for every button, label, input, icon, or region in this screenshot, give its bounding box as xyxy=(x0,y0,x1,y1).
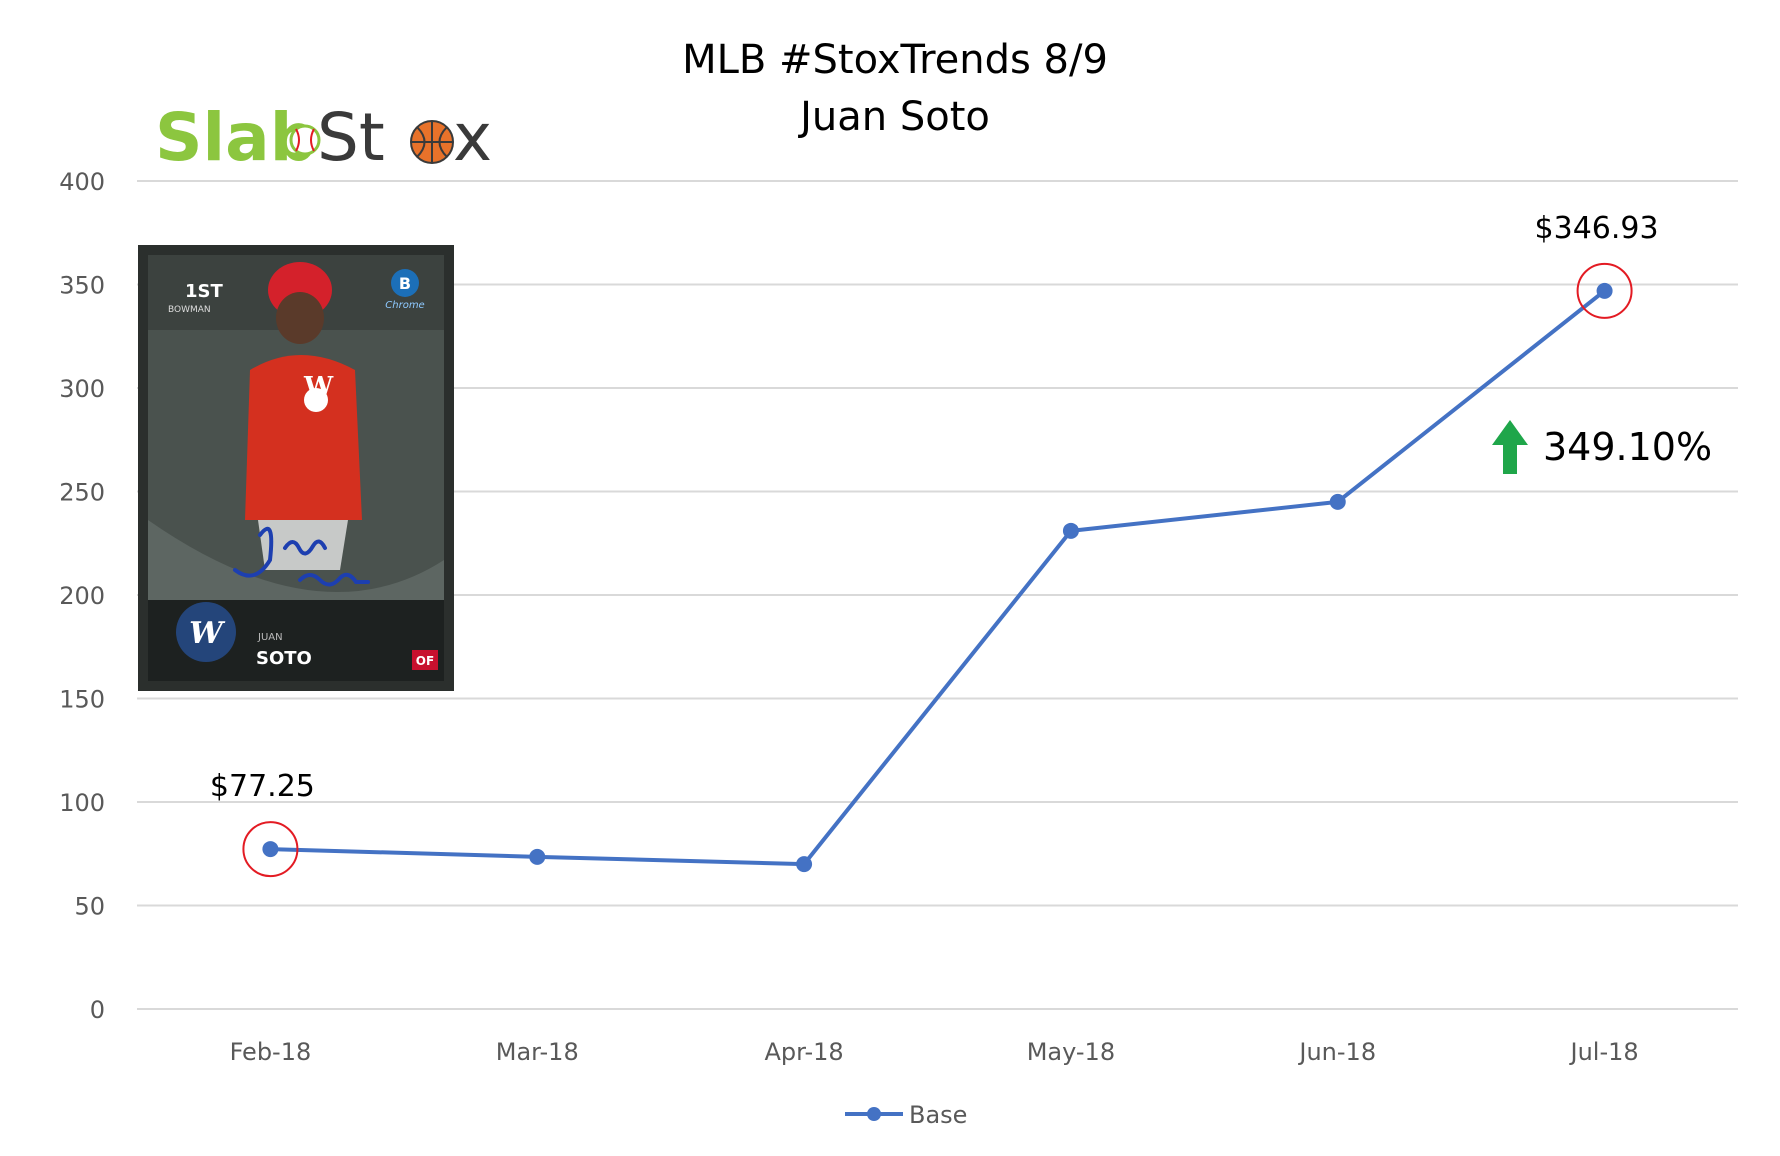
y-tick-label: 200 xyxy=(59,582,105,610)
change-percent: 349.10% xyxy=(1543,425,1712,469)
card-rookie-mark: 1ST xyxy=(185,281,223,302)
svg-text:SlabSt: SlabSt xyxy=(155,99,385,176)
svg-text:B: B xyxy=(399,274,411,293)
card-signature xyxy=(233,527,370,587)
y-axis: 0 50 100 150 200 250 300 350 400 xyxy=(59,168,105,1024)
data-point xyxy=(1062,522,1079,539)
highlight-circle xyxy=(1576,262,1633,319)
baseball-card-image: 1ST BOWMAN B Chrome W W JUAN SOTO OF xyxy=(138,245,454,691)
legend-label-base: Base xyxy=(909,1101,967,1129)
series-points xyxy=(262,282,1613,873)
player-jersey xyxy=(245,355,362,520)
data-annotations: $77.25 $346.93 xyxy=(210,211,1659,804)
data-point xyxy=(1329,493,1346,510)
data-label: $346.93 xyxy=(1535,211,1659,246)
y-tick-label: 250 xyxy=(59,479,105,507)
y-tick-label: 100 xyxy=(59,789,105,817)
chart-title-line-1: MLB #StoxTrends 8/9 xyxy=(682,37,1108,83)
x-tick-label: Feb-18 xyxy=(230,1038,312,1066)
svg-text:W: W xyxy=(189,616,226,651)
svg-text:W: W xyxy=(303,372,334,402)
card-brand: BOWMAN xyxy=(168,305,211,315)
x-tick-label: Mar-18 xyxy=(496,1038,579,1066)
up-arrow-icon xyxy=(1492,420,1528,474)
x-tick-label: Jul-18 xyxy=(1569,1038,1639,1066)
data-label: $77.25 xyxy=(210,769,315,804)
baseball-icon xyxy=(289,124,321,156)
x-tick-label: Jun-18 xyxy=(1297,1038,1376,1066)
data-point xyxy=(529,848,546,865)
change-indicator: 349.10% xyxy=(1492,420,1712,474)
data-point xyxy=(262,841,279,858)
y-tick-label: 150 xyxy=(59,686,105,714)
card-chrome-mark: Chrome xyxy=(385,300,424,311)
legend-marker-dot xyxy=(867,1107,881,1121)
highlight-circle xyxy=(242,821,299,878)
card-first-name: JUAN xyxy=(257,632,283,643)
data-point xyxy=(796,856,813,873)
y-tick-label: 0 xyxy=(90,996,105,1024)
x-tick-label: Apr-18 xyxy=(764,1038,843,1066)
logo-text-st: St xyxy=(317,99,385,176)
chart-title-line-2: Juan Soto xyxy=(797,94,990,140)
y-tick-label: 400 xyxy=(59,168,105,196)
x-tick-label: May-18 xyxy=(1027,1038,1115,1066)
data-point xyxy=(1596,282,1613,299)
y-tick-label: 300 xyxy=(59,375,105,403)
legend: Base xyxy=(845,1101,967,1129)
x-axis: Feb-18 Mar-18 Apr-18 May-18 Jun-18 Jul-18 xyxy=(230,1038,1639,1066)
card-position: OF xyxy=(416,654,434,668)
slabstox-logo: SlabSt x xyxy=(155,99,492,176)
logo-text-x: x xyxy=(453,99,492,176)
basketball-icon xyxy=(410,120,454,164)
series-line-base xyxy=(270,289,1606,867)
card-last-name: SOTO xyxy=(256,648,312,669)
y-tick-label: 50 xyxy=(74,893,105,921)
y-tick-label: 350 xyxy=(59,272,105,300)
highlight-circles xyxy=(242,262,1633,878)
